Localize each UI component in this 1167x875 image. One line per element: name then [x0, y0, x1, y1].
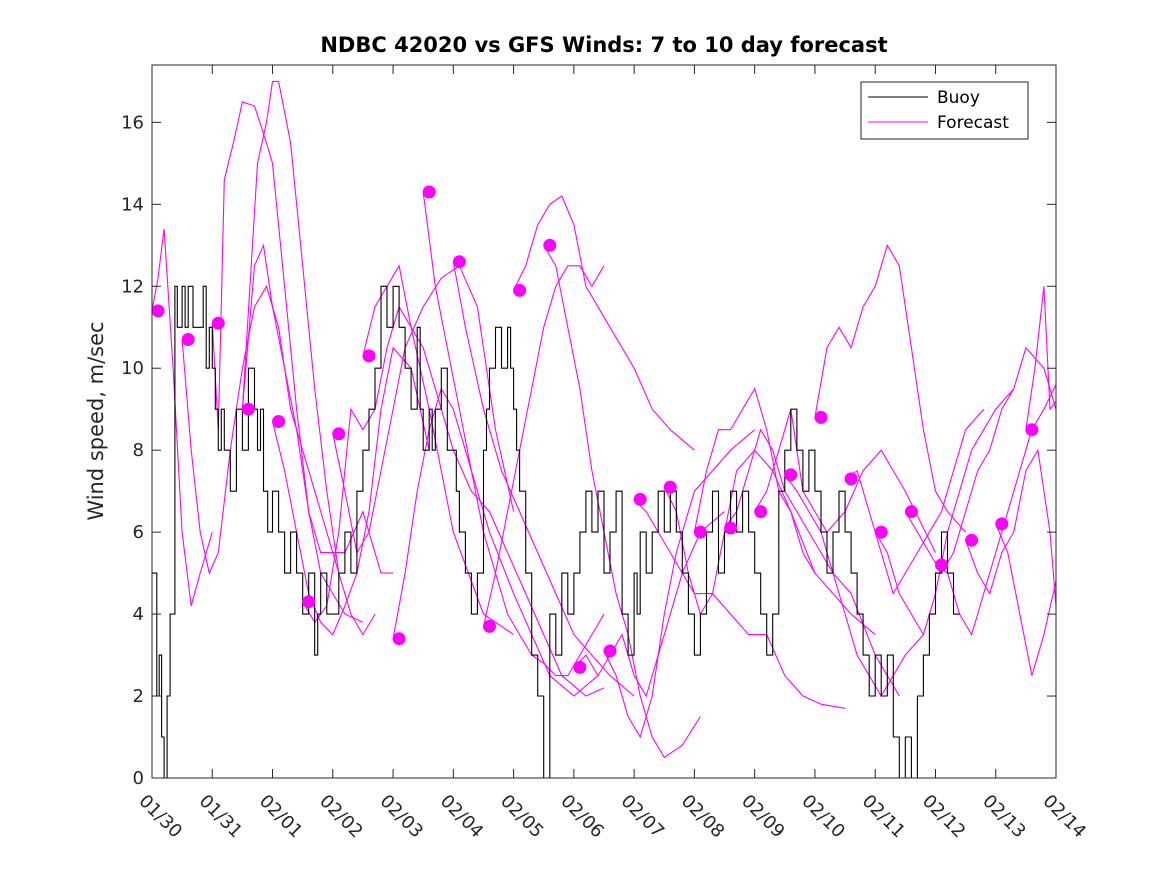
forecast-marker-17 [633, 492, 647, 506]
forecast-marker-25 [874, 525, 888, 539]
forecast-line-31 [1025, 286, 1057, 430]
x-tick-label: 02/03 [376, 791, 428, 843]
forecast-marker-24 [844, 472, 858, 486]
forecast-line-21 [724, 428, 900, 697]
forecast-line-12 [452, 261, 635, 697]
forecast-marker-11 [452, 255, 466, 269]
forecast-marker-28 [965, 533, 979, 547]
forecast-line-5 [241, 80, 376, 636]
forecast-markers [151, 185, 1039, 674]
x-tick-label: 02/06 [556, 791, 608, 843]
forecast-line-30 [995, 523, 1057, 676]
legend: Buoy Forecast [860, 81, 1029, 140]
y-tick-label: 6 [133, 522, 144, 543]
forecast-line-6 [271, 346, 430, 636]
x-tick-label: 02/01 [255, 791, 307, 843]
x-tick-label: 02/09 [737, 791, 789, 843]
x-tick-label: 02/04 [436, 791, 488, 843]
x-tick-label: 02/05 [496, 791, 548, 843]
forecast-line-4 [241, 243, 364, 623]
forecast-marker-30 [1025, 423, 1039, 437]
x-axis: 01/30 01/31 02/01 02/02 02/03 02/04 02/05 02/06… [134, 65, 1090, 842]
forecast-marker-23 [814, 410, 828, 424]
forecast-marker-15 [573, 660, 587, 674]
forecast-marker-26 [904, 505, 918, 519]
forecast-marker-10 [422, 185, 436, 199]
forecast-line-18 [633, 499, 846, 709]
x-tick-label: 02/07 [617, 791, 669, 843]
forecast-marker-29 [995, 517, 1009, 531]
y-tick-label: 14 [121, 194, 144, 215]
forecast-marker-3 [211, 316, 225, 330]
forecast-line-26 [874, 388, 1015, 636]
forecast-line-16 [573, 511, 725, 698]
forecast-marker-4 [241, 402, 255, 416]
forecast-marker-20 [724, 521, 738, 535]
forecast-line-13 [482, 265, 605, 627]
buoy-line [152, 285, 960, 779]
y-tick-label: 0 [133, 768, 144, 789]
forecast-line-24 [814, 243, 967, 533]
forecast-marker-27 [935, 558, 948, 572]
forecast-marker-5 [272, 415, 286, 428]
y-axis-label: Wind speed, m/sec [84, 321, 108, 520]
forecast-marker-6 [302, 595, 316, 609]
plot-area [151, 80, 1057, 779]
x-tick-label: 01/31 [195, 791, 247, 843]
forecast-marker-16 [603, 644, 617, 658]
forecast-marker-9 [392, 632, 406, 646]
x-tick-label: 02/11 [858, 791, 910, 843]
x-tick-label: 02/10 [797, 791, 849, 843]
y-tick-label: 12 [121, 276, 144, 297]
forecast-line-17 [603, 429, 756, 739]
forecast-line-28 [935, 384, 1057, 636]
forecast-line-14 [513, 195, 695, 451]
forecast-line-10 [392, 387, 599, 697]
forecast-line-7 [302, 305, 514, 636]
y-axis: 0 2 4 6 8 10 12 14 16 [121, 112, 1056, 789]
y-tick-label: 2 [133, 686, 144, 707]
x-tick-label: 02/08 [677, 791, 729, 843]
forecast-marker-7 [332, 427, 346, 441]
forecast-line-25 [844, 408, 985, 595]
forecast-line-3 [211, 101, 394, 574]
forecast-marker-13 [513, 283, 527, 297]
y-tick-label: 16 [121, 112, 144, 133]
forecast-line-29 [965, 448, 1057, 606]
forecast-marker-21 [754, 505, 768, 519]
legend-buoy-label: Buoy [937, 88, 980, 108]
forecast-line-27 [904, 346, 1057, 575]
forecast-line-20 [693, 387, 876, 636]
x-tick-label: 02/02 [315, 791, 367, 843]
x-tick-label: 02/14 [1038, 791, 1090, 843]
forecast-marker-1 [151, 304, 165, 318]
forecast-marker-14 [543, 238, 557, 252]
y-tick-label: 8 [133, 440, 144, 461]
plot-frame [151, 64, 1057, 779]
forecast-line-23 [784, 474, 924, 698]
forecast-line-11 [422, 191, 605, 677]
forecast-line-9 [362, 264, 605, 697]
y-tick-label: 4 [133, 604, 144, 625]
x-tick-label: 02/13 [978, 791, 1030, 843]
forecast-marker-8 [362, 349, 376, 363]
forecast-marker-22 [784, 468, 798, 482]
y-tick-label: 10 [121, 358, 144, 379]
legend-forecast-label: Forecast [937, 113, 1009, 133]
chart-title: NDBC 42020 vs GFS Winds: 7 to 10 day for… [320, 33, 887, 57]
forecast-marker-18 [663, 480, 677, 494]
x-tick-label: 02/12 [918, 791, 970, 843]
forecast-marker-12 [483, 619, 496, 633]
forecast-marker-19 [693, 525, 707, 539]
forecast-line-1 [151, 228, 213, 607]
forecast-marker-2 [181, 333, 195, 346]
x-tick-label: 01/30 [134, 791, 186, 843]
forecast-line-15 [543, 245, 701, 759]
legend-box [860, 81, 1029, 140]
